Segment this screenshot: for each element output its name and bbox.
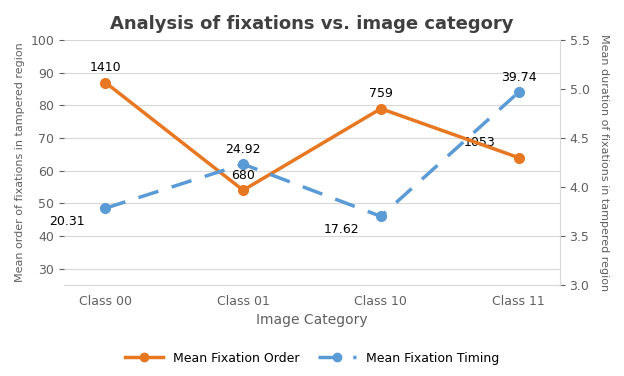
Mean Fixation Timing — [515, 90, 522, 95]
Mean Fixation Order — [515, 155, 522, 160]
Line: Mean Fixation Timing: Mean Fixation Timing — [100, 88, 524, 221]
Text: 680: 680 — [232, 169, 255, 182]
Mean Fixation Order — [102, 80, 109, 85]
Text: 39.74: 39.74 — [500, 71, 537, 84]
Title: Analysis of fixations vs. image category: Analysis of fixations vs. image category — [110, 15, 514, 33]
Text: 17.62: 17.62 — [324, 223, 360, 236]
Legend: Mean Fixation Order, Mean Fixation Timing: Mean Fixation Order, Mean Fixation Timin… — [120, 347, 504, 370]
Text: 20.31: 20.31 — [49, 215, 84, 227]
Mean Fixation Order — [377, 106, 384, 111]
Line: Mean Fixation Order: Mean Fixation Order — [100, 78, 524, 195]
Text: 1410: 1410 — [90, 61, 121, 74]
Y-axis label: Mean duration of fixations in tampered region: Mean duration of fixations in tampered r… — [599, 34, 609, 291]
Text: 1053: 1053 — [464, 136, 495, 149]
Mean Fixation Timing — [102, 206, 109, 211]
Y-axis label: Mean order of fixations in tampered region: Mean order of fixations in tampered regi… — [15, 42, 25, 282]
Text: 759: 759 — [369, 87, 392, 100]
Mean Fixation Order — [240, 188, 247, 193]
X-axis label: Image Category: Image Category — [256, 313, 368, 327]
Mean Fixation Timing — [240, 162, 247, 167]
Text: 24.92: 24.92 — [225, 143, 261, 156]
Mean Fixation Timing — [377, 214, 384, 218]
